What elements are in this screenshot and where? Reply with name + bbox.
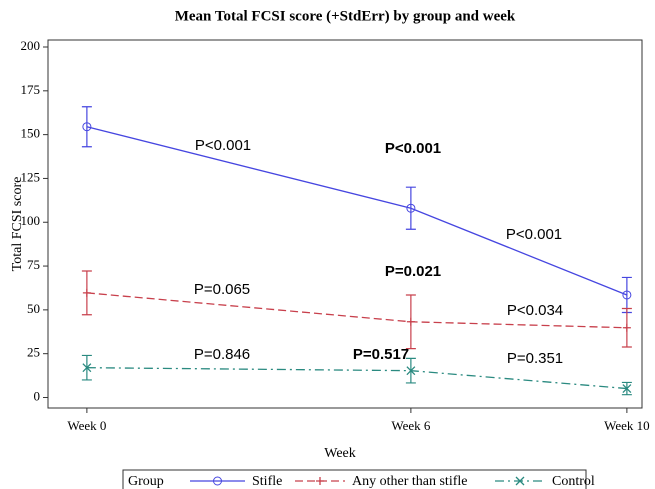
x-tick-label: Week 10 [604, 418, 650, 433]
annotation: P<0.001 [195, 137, 251, 154]
y-axis-label: Total FCSI score [10, 177, 25, 272]
annotation: P<0.001 [385, 140, 441, 157]
y-tick-label: 100 [21, 213, 41, 228]
legend-box [122, 469, 587, 489]
error-bar [405, 186, 416, 230]
marker [82, 363, 92, 373]
y-tick-label: 25 [27, 345, 40, 360]
series-line [86, 367, 627, 390]
legend-label: Stifle [252, 474, 282, 489]
y-tick-label: 50 [27, 301, 40, 316]
marker [406, 203, 416, 213]
error-bar [81, 106, 92, 148]
annotation: P=0.065 [194, 281, 250, 298]
marker [406, 366, 416, 376]
x-tick-label: Week 6 [391, 418, 431, 433]
marker [515, 476, 525, 486]
legend-label: Any other than stifle [352, 474, 467, 489]
marker [82, 288, 91, 297]
y-tick-label: 0 [34, 388, 41, 403]
y-tick-label: 150 [21, 126, 41, 141]
annotation: P<0.001 [506, 226, 562, 243]
legend-title: Group [128, 474, 164, 489]
y-tick-label: 125 [21, 169, 41, 184]
annotation: P<0.034 [507, 302, 563, 319]
marker [622, 290, 632, 300]
annotation: P=0.021 [385, 263, 441, 280]
marker [213, 476, 222, 486]
marker [622, 323, 631, 332]
marker [316, 477, 324, 485]
y-tick-label: 75 [27, 257, 40, 272]
y-tick-label: 175 [21, 82, 41, 97]
marker [82, 122, 92, 132]
plot-frame [47, 39, 643, 409]
annotation: P=0.846 [194, 346, 250, 363]
x-axis-label: Week [324, 446, 356, 461]
annotation: P=0.517 [353, 346, 409, 363]
annotation: P=0.351 [507, 350, 563, 367]
marker [406, 317, 415, 326]
legend-label: Control [552, 474, 595, 489]
marker [622, 384, 632, 394]
chart-title: Mean Total FCSI score (+StdErr) by group… [175, 8, 516, 24]
x-tick-label: Week 0 [67, 418, 106, 433]
series-line [86, 126, 628, 296]
y-tick-label: 200 [21, 38, 41, 53]
